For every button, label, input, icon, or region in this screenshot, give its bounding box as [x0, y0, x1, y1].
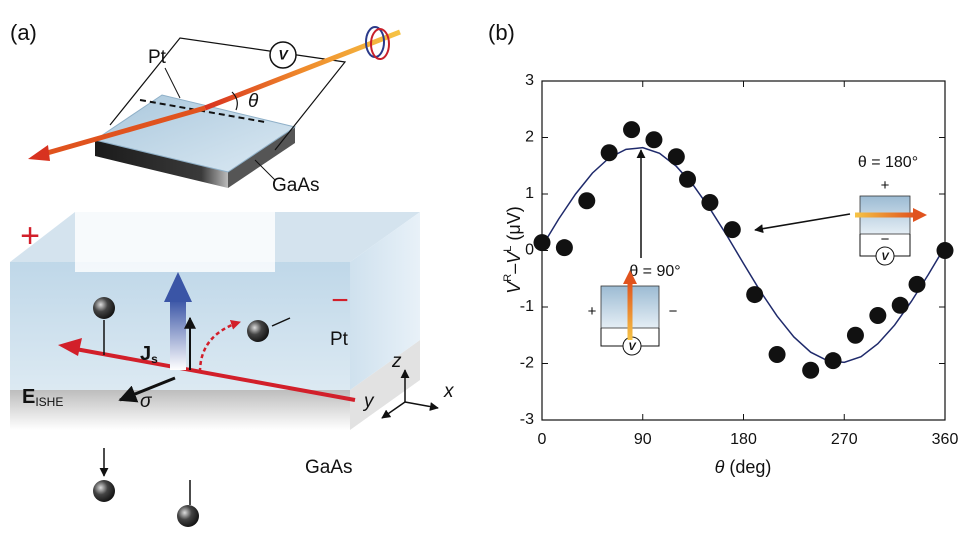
x-tick-label: 90 [634, 431, 652, 448]
y-tick-label: -1 [520, 298, 534, 315]
data-point [701, 194, 718, 211]
panel-a: (a) V θ Pt GaAs + − Pt [10, 20, 455, 527]
data-point [724, 221, 741, 238]
inset-minus: − [669, 303, 678, 320]
inset-wire [894, 234, 910, 256]
electron [93, 297, 115, 319]
data-point [869, 307, 886, 324]
data-point [802, 362, 819, 379]
ylabel-part: R [502, 274, 514, 282]
data-point [937, 242, 954, 259]
data-point [623, 121, 640, 138]
y-axis-label: VR–VL (μV) [502, 206, 524, 294]
annotation: θ = 180° [858, 154, 918, 171]
ylabel-part: – [504, 264, 524, 274]
panel-b: (b) VR–VL (μV) θ (deg) 0 90 180 270 360 -3 -2 -… [488, 20, 958, 477]
x-tick-label: 360 [932, 431, 959, 448]
substrate-label: GaAs [272, 175, 320, 196]
substrate-label: GaAs [305, 457, 353, 478]
electron [247, 320, 269, 342]
y-tick-label: 0 [525, 242, 534, 259]
ylabel-part: (μV) [504, 206, 524, 245]
figure: (a) V θ Pt GaAs + − Pt [0, 0, 974, 533]
xlabel-part: (deg) [724, 457, 771, 477]
y-tick-label: 1 [525, 185, 534, 202]
inset-wire [601, 328, 623, 346]
beam-head [28, 145, 50, 161]
data-point [909, 276, 926, 293]
inset-plus: + [881, 177, 890, 194]
data-point [534, 234, 551, 251]
inset-beam [628, 282, 633, 340]
metal-label: Pt [148, 47, 167, 68]
data-point [668, 148, 685, 165]
field-symbol: E [22, 386, 35, 408]
x-tick-label: 0 [538, 431, 547, 448]
angle-label: θ [248, 91, 259, 112]
inset-wire [641, 328, 659, 346]
y-tick-label: -3 [520, 411, 534, 428]
field-subscript: ISHE [35, 395, 63, 409]
axis-x [405, 402, 438, 408]
annotation: θ = 90° [629, 263, 680, 280]
inset-wire [860, 234, 876, 256]
x-axis-label: θ (deg) [715, 457, 772, 477]
data-point [847, 327, 864, 344]
inset-plus: + [588, 303, 597, 320]
inset-minus: − [881, 231, 890, 248]
x-tick-label: 180 [730, 431, 757, 448]
metal-label: Pt [330, 329, 349, 350]
data-point [601, 144, 618, 161]
panel-label: (b) [488, 20, 515, 45]
spin-current-symbol: J [140, 343, 151, 365]
plus-sign: + [20, 217, 40, 255]
data-point [645, 131, 662, 148]
minus-sign: − [331, 284, 349, 317]
data-point [825, 352, 842, 369]
data-point [578, 192, 595, 209]
electron [93, 480, 115, 502]
y-tick-label: 2 [525, 129, 534, 146]
axis-z-label: z [391, 351, 402, 372]
sigma-label: σ [140, 391, 153, 412]
panel-label: (a) [10, 20, 37, 45]
xlabel-part: θ [715, 457, 725, 477]
data-point [556, 239, 573, 256]
axis-x-label: x [443, 381, 455, 402]
data-point [892, 297, 909, 314]
data-point [769, 346, 786, 363]
x-tick-label: 270 [831, 431, 858, 448]
data-point [746, 286, 763, 303]
data-point [679, 171, 696, 188]
y-tick-label: -2 [520, 355, 534, 372]
inset-beam-head [913, 208, 927, 222]
inset-beam [855, 213, 915, 218]
leader [165, 68, 180, 98]
y-tick-label: 3 [525, 72, 534, 89]
electron [177, 505, 199, 527]
spin-current [170, 300, 186, 370]
spin-current-subscript: s [151, 352, 158, 366]
annotation-arrow [755, 214, 850, 230]
axis-y-label: y [362, 391, 375, 412]
gap [75, 212, 275, 272]
